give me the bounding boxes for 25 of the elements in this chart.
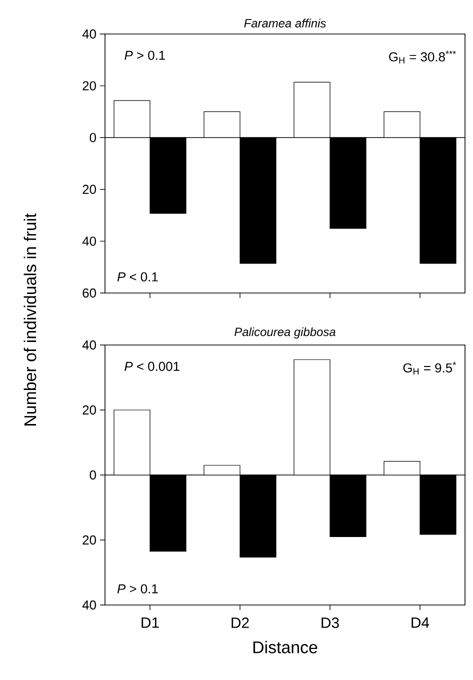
y-tick-label: 0 <box>90 470 96 480</box>
x-tick-label: D3 <box>322 617 339 628</box>
annotation: P > 0.1 <box>117 584 158 594</box>
y-tick-label: 20 <box>82 405 96 415</box>
annotation: G$_{H}$ = 9.5$^{*}$ <box>403 362 456 374</box>
x-tick-label: D2 <box>232 617 249 628</box>
y-tick-label: 60 <box>82 288 96 298</box>
y-tick-label: 0 <box>90 133 96 142</box>
annotation: P < 0.1 <box>117 272 158 282</box>
y-tick-label: 40 <box>82 236 96 246</box>
y-tick-label: 20 <box>82 81 96 90</box>
y-tick-label: 40 <box>82 29 96 39</box>
annotation: P < 0.001 <box>124 362 180 371</box>
annotation: P > 0.1 <box>124 50 165 60</box>
annotation: G$_{H}$ = 30.8$^{***}$ <box>389 50 456 64</box>
x-tick-label: D4 <box>412 617 430 628</box>
y-tick-label: 20 <box>82 535 96 545</box>
y-tick-label: 40 <box>82 600 96 610</box>
y-tick-label: 20 <box>82 184 96 194</box>
y-axis-title: Number of individuals in fruit <box>24 213 36 426</box>
y-tick-label: 40 <box>82 340 96 350</box>
chart-title: Palicourea gibbosa <box>234 327 336 338</box>
x-tick-label: D1 <box>142 617 159 628</box>
x-axis-title: Distance <box>253 640 318 654</box>
chart-title: Faramea affinis <box>244 18 326 28</box>
